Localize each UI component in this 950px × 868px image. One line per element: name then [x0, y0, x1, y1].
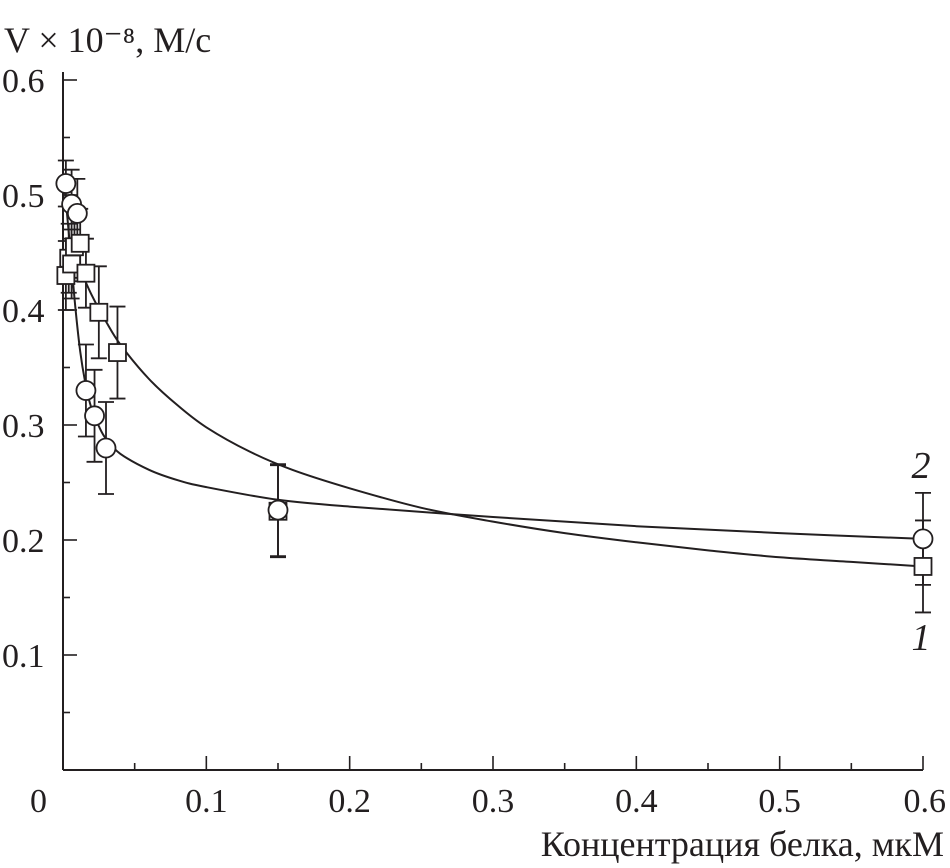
series-1-label: 1 [912, 617, 931, 659]
point-series-2 [75, 380, 97, 401]
fit-curves [62, 171, 924, 568]
point-series-1 [89, 302, 109, 322]
x-axis-label: Концентрация белка, мкМ [541, 824, 944, 864]
fit-curve-series-1 [65, 246, 924, 568]
series-2-label: 2 [912, 445, 931, 487]
y-axis-label: V × 10⁻⁸, М/с [4, 20, 211, 60]
point-series-2 [55, 173, 77, 194]
y-tick-label: 0.1 [2, 638, 45, 675]
point-series-2 [95, 437, 117, 459]
point-series-2 [912, 528, 934, 550]
data-markers [55, 173, 934, 576]
fit-curve-series-2 [62, 171, 924, 540]
tick-labels: 0 0.1 0.2 0.3 0.4 0.5 0.6 0.1 0.2 0.3 0.4 0.5 0.6 [2, 63, 946, 820]
x-tick-label: 0 [30, 783, 47, 820]
point-series-2 [66, 202, 88, 224]
x-tick-label: 0.2 [328, 783, 371, 820]
x-tick-label: 0.1 [185, 783, 228, 820]
y-tick-label: 0.3 [2, 408, 45, 445]
y-tick-label: 0.6 [2, 63, 45, 100]
x-tick-label: 0.6 [904, 783, 947, 820]
point-series-1 [70, 233, 90, 253]
error-bars [57, 159, 931, 614]
y-tick-label: 0.4 [2, 293, 45, 330]
y-tick-label: 0.2 [2, 523, 45, 560]
point-series-1 [913, 557, 933, 576]
y-tick-label: 0.5 [2, 178, 45, 215]
point-series-2 [267, 499, 289, 521]
axes [62, 72, 924, 771]
point-series-2 [84, 405, 105, 427]
x-tick-label: 0.3 [472, 783, 515, 820]
point-series-1 [108, 343, 127, 362]
point-series-1 [76, 263, 96, 283]
x-tick-label: 0.4 [615, 783, 658, 820]
x-tick-label: 0.5 [758, 783, 801, 820]
